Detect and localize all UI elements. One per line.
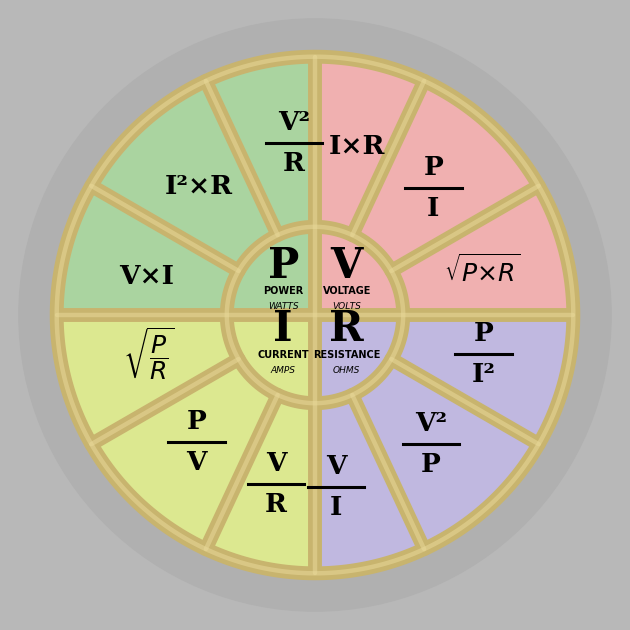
Polygon shape [57, 186, 239, 315]
Text: R: R [265, 492, 287, 517]
Text: V²: V² [278, 110, 310, 135]
Polygon shape [391, 315, 573, 444]
Text: WATTS: WATTS [268, 302, 299, 311]
Polygon shape [352, 81, 424, 235]
Text: V: V [326, 454, 347, 479]
Text: AMPS: AMPS [271, 366, 295, 375]
Polygon shape [315, 227, 403, 315]
Text: CURRENT: CURRENT [258, 350, 309, 360]
Text: RESISTANCE: RESISTANCE [313, 350, 381, 360]
Text: R: R [283, 151, 305, 176]
Text: V: V [186, 450, 207, 474]
Polygon shape [91, 359, 278, 549]
Polygon shape [206, 57, 315, 235]
Polygon shape [227, 227, 315, 315]
Text: P: P [474, 321, 494, 346]
Text: P: P [268, 245, 299, 287]
Text: I²: I² [472, 362, 496, 387]
Text: I: I [427, 197, 439, 221]
Text: P: P [421, 452, 441, 477]
Text: $\sqrt{P{\times}R}$: $\sqrt{P{\times}R}$ [444, 254, 520, 287]
Text: I: I [273, 309, 293, 350]
Text: OHMS: OHMS [333, 366, 360, 375]
Text: V×I: V×I [118, 263, 174, 289]
Text: VOLTAGE: VOLTAGE [323, 286, 371, 296]
Polygon shape [315, 315, 403, 403]
Text: V²: V² [415, 411, 447, 436]
Text: V: V [266, 451, 286, 476]
Text: I²×R: I²×R [165, 174, 233, 198]
Text: I: I [330, 495, 342, 520]
Text: P: P [423, 156, 443, 180]
Polygon shape [57, 315, 239, 444]
Text: I×R: I×R [329, 134, 385, 159]
Text: $\sqrt{\dfrac{P}{R}}$: $\sqrt{\dfrac{P}{R}}$ [123, 326, 175, 382]
Polygon shape [315, 57, 424, 235]
Polygon shape [352, 359, 539, 549]
Text: VOLTS: VOLTS [332, 302, 361, 311]
Text: P: P [187, 409, 207, 433]
Polygon shape [206, 395, 315, 573]
Polygon shape [227, 315, 315, 403]
Polygon shape [352, 81, 573, 315]
Text: V: V [331, 245, 363, 287]
Text: R: R [329, 309, 364, 350]
Polygon shape [91, 81, 278, 271]
Text: POWER: POWER [263, 286, 304, 296]
Polygon shape [315, 395, 424, 573]
Circle shape [19, 19, 611, 611]
